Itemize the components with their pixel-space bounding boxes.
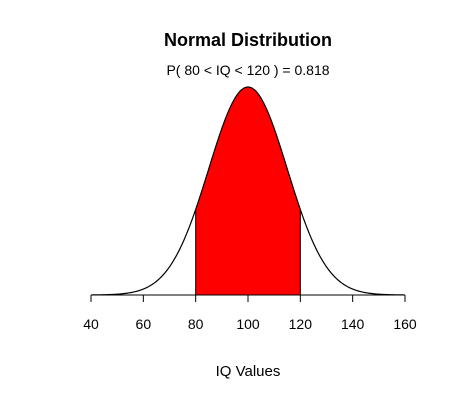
- density-curve-line: [90, 86, 406, 296]
- x-axis: 40 60 80 100 120 140 160: [83, 294, 417, 332]
- x-tick-label: 120: [289, 316, 313, 332]
- plot-area: [90, 86, 406, 296]
- x-tick-label: 160: [393, 316, 417, 332]
- x-tick-label: 80: [188, 316, 204, 332]
- chart-title: Normal Distribution: [164, 30, 332, 50]
- x-axis-label: IQ Values: [216, 363, 281, 380]
- chart-subtitle: P( 80 < IQ < 120 ) = 0.818: [166, 62, 329, 78]
- x-tick-label: 140: [341, 316, 365, 332]
- x-tick-label: 40: [83, 316, 99, 332]
- shaded-probability-region: [195, 87, 301, 295]
- x-tick-label: 60: [136, 316, 152, 332]
- x-tick-label: 100: [236, 316, 260, 332]
